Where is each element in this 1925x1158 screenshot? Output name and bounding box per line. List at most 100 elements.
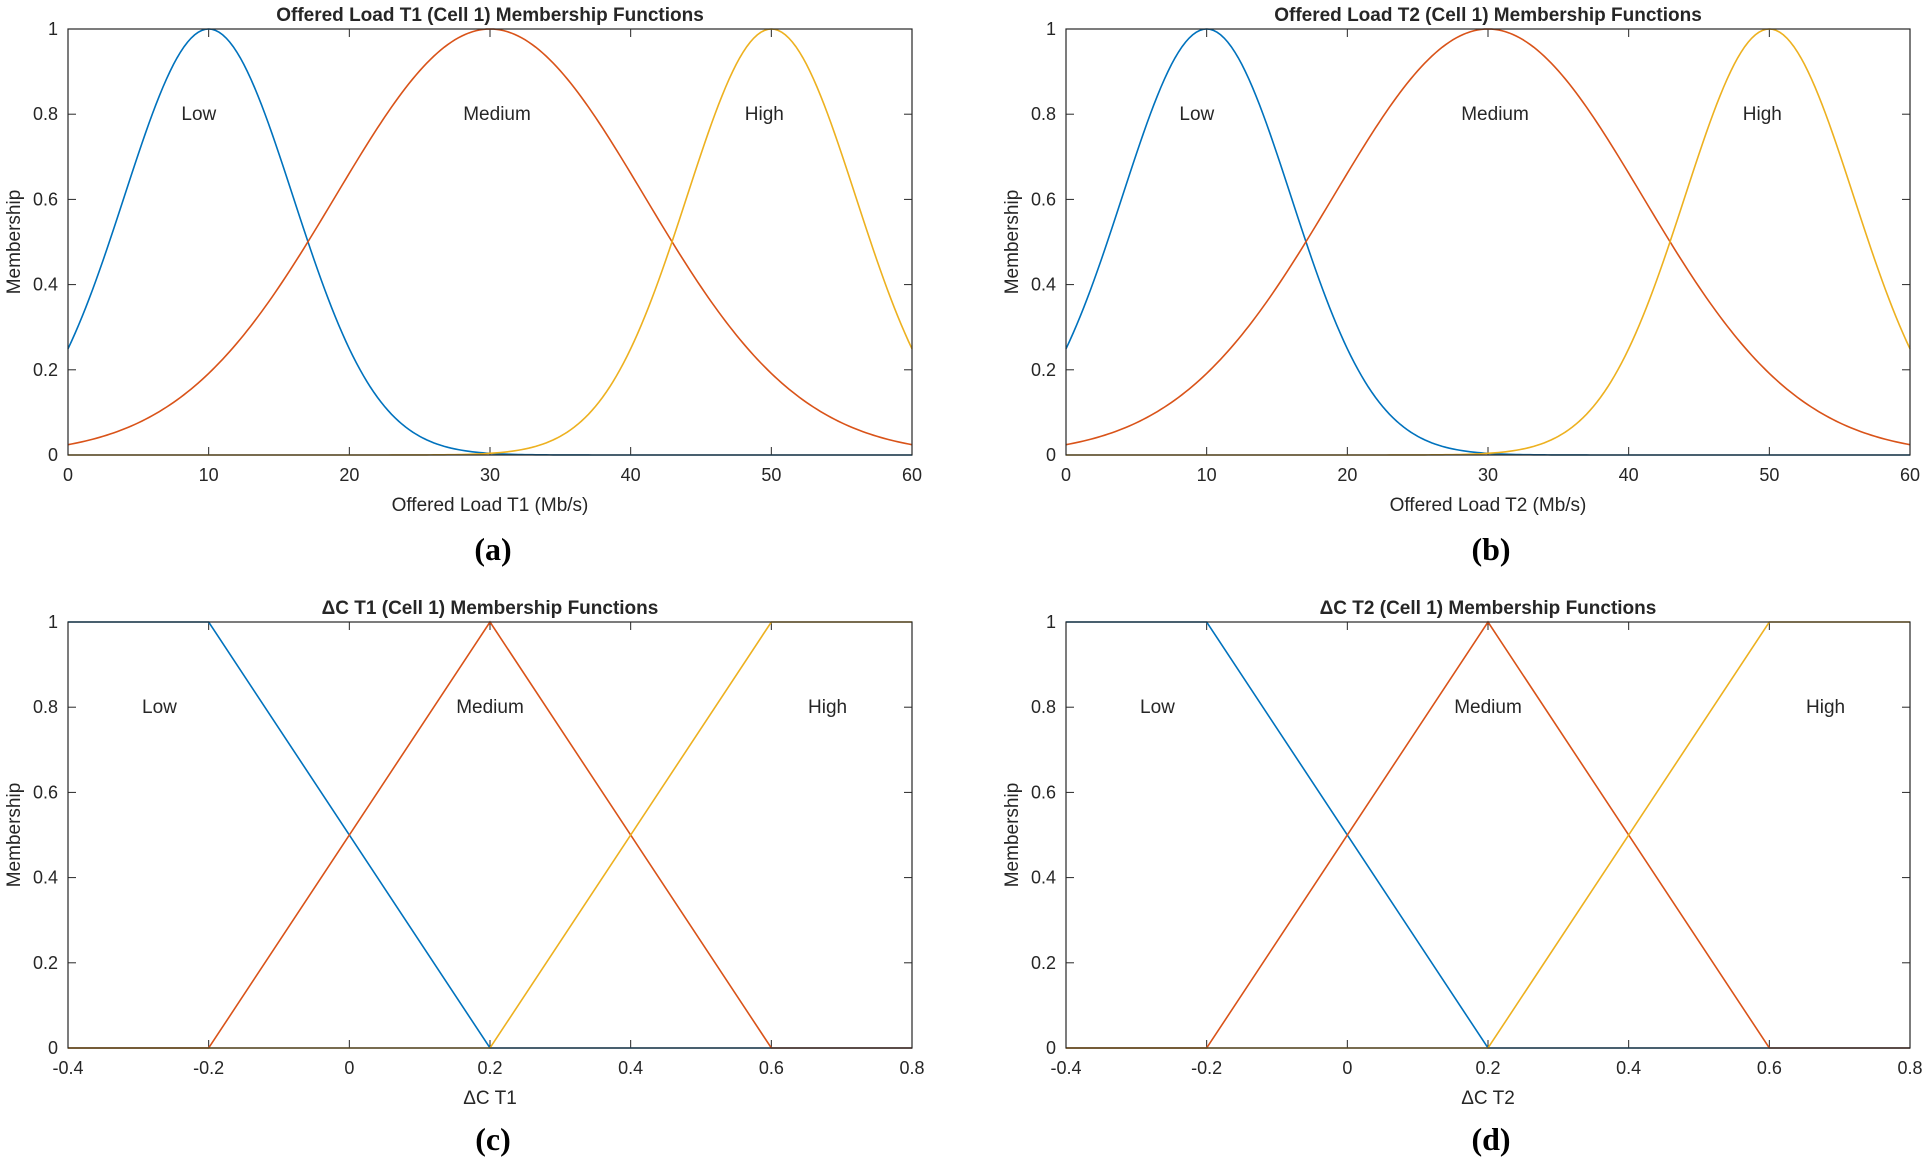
x-axis-label: Offered Load T1 (Mb/s) <box>392 495 589 516</box>
y-tick-label: 0.6 <box>33 782 58 802</box>
series-line-medium <box>1065 28 1911 446</box>
y-axis-label: Membership <box>4 190 25 295</box>
y-axis-label: Membership <box>1002 783 1023 888</box>
x-tick-label: 60 <box>1900 465 1920 485</box>
panel-caption: (d) <box>1471 1121 1510 1157</box>
y-tick-label: 0.4 <box>33 868 58 888</box>
x-tick-label: 60 <box>902 465 922 485</box>
chart-title: Offered Load T2 (Cell 1) Membership Func… <box>1274 5 1702 26</box>
x-axis-label: ΔC T1 <box>463 1088 517 1109</box>
chart-title: ΔC T2 (Cell 1) Membership Functions <box>1320 598 1657 619</box>
x-tick-label: 0 <box>1061 465 1071 485</box>
series-line-high <box>1066 28 1911 456</box>
x-tick-label: -0.4 <box>1050 1058 1081 1078</box>
series-line-high <box>68 621 912 1049</box>
x-tick-label: 10 <box>1197 465 1217 485</box>
plot-area-border <box>1065 28 1911 456</box>
y-tick-label: 1 <box>1046 612 1056 632</box>
x-tick-label: 40 <box>621 465 641 485</box>
series-label-medium: Medium <box>1454 697 1522 718</box>
x-tick-label: -0.4 <box>52 1058 83 1078</box>
chart-panel-a: Offered Load T1 (Cell 1) Membership Func… <box>4 5 922 567</box>
x-tick-label: 50 <box>761 465 781 485</box>
x-tick-label: 0.6 <box>1757 1058 1782 1078</box>
y-tick-label: 0.8 <box>33 697 58 717</box>
x-axis-label: Offered Load T2 (Mb/s) <box>1390 495 1587 516</box>
y-tick-label: 0.8 <box>33 104 58 124</box>
y-tick-label: 0 <box>48 445 58 465</box>
y-axis-label: Membership <box>1002 190 1023 295</box>
chart-panel-c: ΔC T1 (Cell 1) Membership Functions -0.4 -… <box>4 598 925 1157</box>
y-tick-label: 1 <box>48 612 58 632</box>
series-line-medium <box>67 28 913 446</box>
x-tick-label: 0 <box>63 465 73 485</box>
y-tick-label: 0.8 <box>1031 104 1056 124</box>
series-label-medium: Medium <box>1461 104 1529 125</box>
series-line-high <box>68 28 913 456</box>
plot-area-border <box>1065 621 1911 1049</box>
y-tick-label: 0 <box>1046 445 1056 465</box>
x-tick-label: 0.6 <box>759 1058 784 1078</box>
y-tick-label: 0.4 <box>33 275 58 295</box>
x-tick-label: 0.8 <box>899 1058 924 1078</box>
y-tick-label: 0 <box>48 1038 58 1058</box>
y-axis-label: Membership <box>4 783 25 888</box>
x-tick-label: 0 <box>344 1058 354 1078</box>
series-line-low <box>67 28 912 456</box>
series-line-low <box>1065 28 1910 456</box>
y-tick-label: 0.2 <box>1031 953 1056 973</box>
y-tick-label: 0.2 <box>33 360 58 380</box>
x-tick-label: 30 <box>480 465 500 485</box>
y-tick-label: 0.6 <box>33 189 58 209</box>
panel-caption: (c) <box>475 1121 511 1157</box>
x-tick-label: -0.2 <box>193 1058 224 1078</box>
chart-title: ΔC T1 (Cell 1) Membership Functions <box>322 598 659 619</box>
x-axis-label: ΔC T2 <box>1461 1088 1515 1109</box>
series-line-medium <box>1066 620 1910 1049</box>
plot-area-border <box>67 28 913 456</box>
series-line-low <box>68 621 912 1049</box>
x-tick-label: 10 <box>199 465 219 485</box>
y-tick-label: 0.4 <box>1031 275 1056 295</box>
x-tick-label: 20 <box>1337 465 1357 485</box>
x-tick-label: 0 <box>1342 1058 1352 1078</box>
series-label-medium: Medium <box>456 697 524 718</box>
series-label-high: High <box>1806 697 1845 718</box>
x-tick-label: 40 <box>1619 465 1639 485</box>
x-tick-label: 0.4 <box>1616 1058 1641 1078</box>
series-label-high: High <box>1743 104 1782 125</box>
series-line-low <box>1066 621 1910 1049</box>
y-tick-label: 0.2 <box>33 953 58 973</box>
y-tick-label: 1 <box>48 19 58 39</box>
plot-area-border <box>67 621 913 1049</box>
y-tick-label: 0.4 <box>1031 868 1056 888</box>
x-tick-label: 20 <box>339 465 359 485</box>
y-tick-label: 0.2 <box>1031 360 1056 380</box>
series-line-medium <box>68 620 912 1049</box>
x-tick-label: 50 <box>1759 465 1779 485</box>
x-tick-label: 0.8 <box>1897 1058 1922 1078</box>
x-tick-label: 0.2 <box>477 1058 502 1078</box>
chart-panel-d: ΔC T2 (Cell 1) Membership Functions -0.4 -… <box>1002 598 1923 1157</box>
series-label-medium: Medium <box>463 104 531 125</box>
y-tick-label: 0.6 <box>1031 782 1056 802</box>
y-tick-label: 1 <box>1046 19 1056 39</box>
y-tick-label: 0.6 <box>1031 189 1056 209</box>
series-label-low: Low <box>142 697 177 718</box>
chart-title: Offered Load T1 (Cell 1) Membership Func… <box>276 5 704 26</box>
y-tick-label: 0 <box>1046 1038 1056 1058</box>
x-tick-label: 0.4 <box>618 1058 643 1078</box>
x-tick-label: 30 <box>1478 465 1498 485</box>
series-label-low: Low <box>1179 104 1214 125</box>
chart-panel-b: Offered Load T2 (Cell 1) Membership Func… <box>1002 5 1920 567</box>
series-label-high: High <box>808 697 847 718</box>
panel-caption: (a) <box>474 531 511 567</box>
y-tick-label: 0.8 <box>1031 697 1056 717</box>
series-line-high <box>1066 621 1910 1049</box>
series-label-high: High <box>745 104 784 125</box>
x-tick-label: 0.2 <box>1475 1058 1500 1078</box>
panel-caption: (b) <box>1471 531 1510 567</box>
series-label-low: Low <box>1140 697 1175 718</box>
x-tick-label: -0.2 <box>1191 1058 1222 1078</box>
